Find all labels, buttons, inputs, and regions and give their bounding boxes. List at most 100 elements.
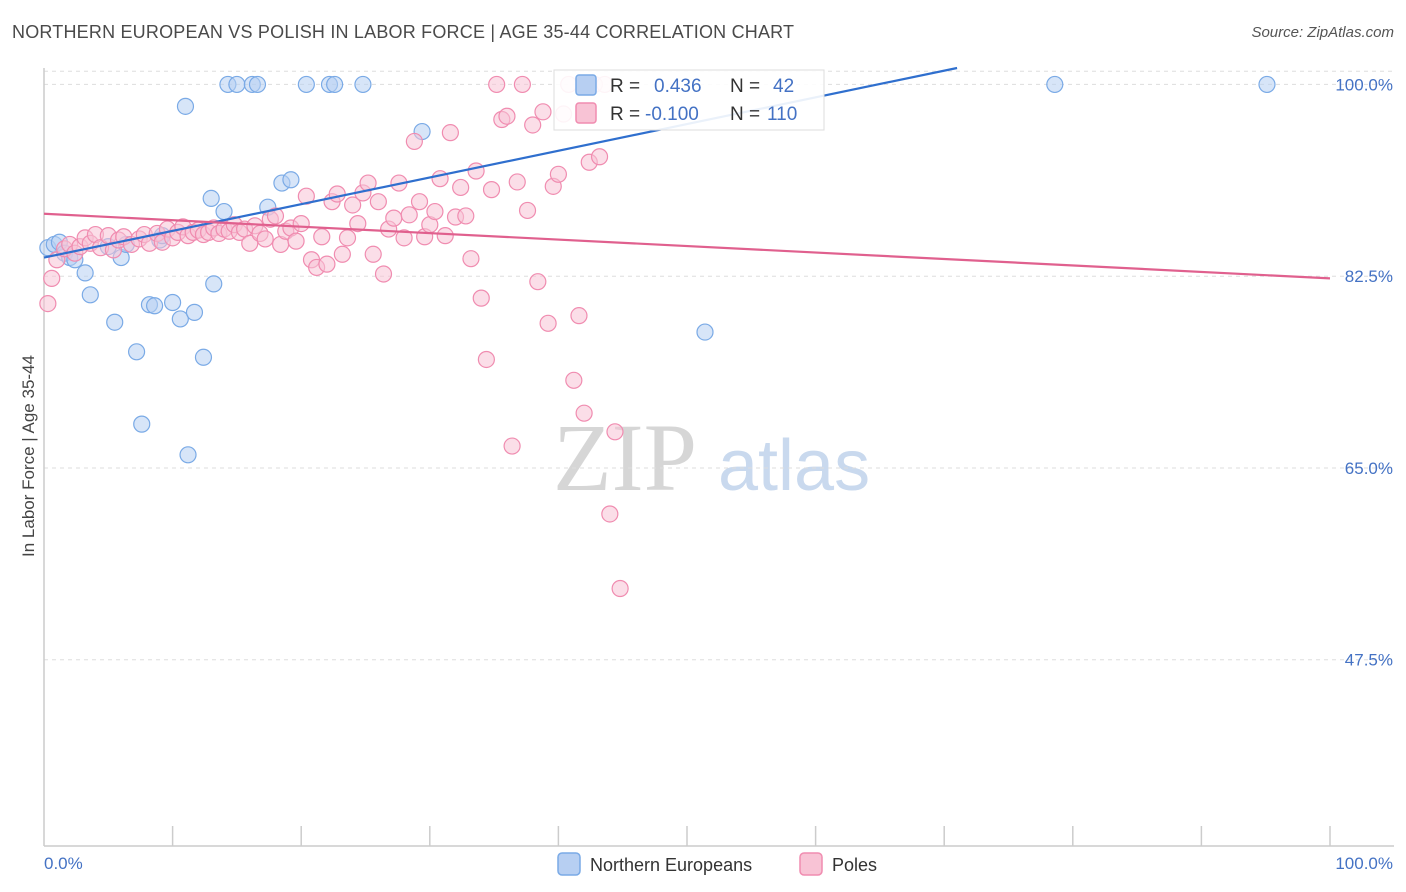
stats-n-label-2: N =	[730, 104, 760, 125]
northern-europeans-point	[1258, 75, 1276, 94]
poles-point	[482, 181, 501, 199]
poles-point	[338, 229, 357, 247]
poles-point	[436, 227, 454, 245]
stats-box-frame	[553, 69, 825, 131]
northern-europeans-point	[205, 275, 223, 293]
poles-point	[518, 201, 537, 220]
northern-europeans-point	[179, 446, 197, 464]
watermark-atlas: atlas	[718, 426, 870, 506]
stats-box: R = 0.436 N = 42 R = -0.100 N = 110	[553, 69, 825, 131]
poles-point	[488, 75, 506, 94]
y-axis-title: In Labor Force | Age 35-44	[19, 355, 38, 557]
northern-europeans-point	[176, 97, 195, 115]
poles-point	[477, 350, 495, 369]
northern-europeans-point	[1046, 75, 1064, 94]
trend-line-poles	[43, 212, 1331, 280]
stats-n-value-1: 42	[773, 76, 794, 97]
poles-point	[575, 404, 593, 422]
stats-swatch-poles	[575, 102, 597, 124]
poles-point	[344, 196, 362, 214]
x-tick-label-min: 0.0%	[44, 854, 83, 873]
poles-point	[457, 207, 475, 225]
grid	[44, 70, 1394, 661]
poles-point	[524, 116, 542, 134]
poles-point	[287, 232, 305, 250]
poles-point	[400, 206, 418, 224]
poles-point	[374, 265, 393, 283]
poles-point	[549, 165, 568, 183]
legend-swatch-poles	[799, 852, 823, 876]
northern-europeans-point	[76, 264, 94, 282]
y-tick-label: 100.0%	[1335, 75, 1393, 94]
poles-point	[328, 185, 346, 203]
poles-point	[43, 269, 61, 287]
northern-europeans-point	[145, 297, 164, 315]
poles-point	[462, 250, 480, 268]
northern-europeans-point	[228, 75, 246, 94]
y-tick-label: 65.0%	[1345, 459, 1393, 478]
poles-point	[472, 289, 490, 307]
poles-point	[503, 437, 521, 455]
stats-swatch-northern-europeans	[575, 74, 597, 96]
poles-point	[529, 273, 547, 291]
poles-point	[369, 193, 387, 211]
northern-europeans-point	[326, 75, 344, 94]
poles-point	[534, 103, 552, 121]
northern-europeans-point	[248, 75, 267, 94]
poles-point	[39, 294, 57, 313]
poles-point	[452, 178, 470, 197]
legend-swatch-northern-europeans	[557, 852, 581, 876]
poles-point	[539, 314, 557, 332]
poles-point	[395, 229, 413, 247]
northern-europeans-point	[171, 310, 189, 328]
source-credit: Source: ZipAtlas.com	[1251, 24, 1394, 41]
y-tick-label: 82.5%	[1345, 267, 1393, 286]
northern-europeans-point	[133, 415, 151, 433]
poles-point	[606, 423, 624, 441]
axes	[43, 68, 1394, 847]
northern-europeans-point	[354, 75, 372, 94]
legend-label-poles: Poles	[832, 855, 877, 875]
northern-europeans-point	[282, 171, 300, 189]
poles-point	[349, 215, 367, 233]
series-poles	[39, 75, 629, 598]
poles-point	[318, 255, 336, 273]
northern-europeans-point	[185, 303, 204, 321]
poles-point	[426, 202, 444, 221]
poles-point	[513, 75, 531, 94]
series-northern-europeans	[39, 75, 1276, 464]
poles-point	[570, 307, 588, 325]
stats-n-label-1: N =	[730, 76, 760, 97]
poles-point	[405, 132, 423, 151]
poles-point	[601, 505, 619, 523]
poles-point	[333, 245, 351, 263]
x-tick-label-max: 100.0%	[1335, 854, 1393, 873]
poles-point	[266, 207, 285, 225]
stats-r-label-1: R =	[610, 76, 640, 97]
northern-europeans-point	[81, 286, 99, 304]
watermark-zip: ZIP	[553, 404, 697, 511]
poles-point	[565, 371, 583, 389]
poles-point	[256, 230, 274, 248]
stats-n-value-2: 110	[767, 104, 797, 125]
chart-title: NORTHERN EUROPEAN VS POLISH IN LABOR FOR…	[12, 22, 795, 42]
northern-europeans-point	[202, 189, 220, 207]
northern-europeans-point	[164, 293, 182, 312]
poles-point	[385, 209, 403, 227]
x-ticks	[171, 826, 1331, 846]
poles-point	[611, 579, 629, 598]
stats-r-label-2: R =	[610, 104, 640, 125]
watermark: ZIP atlas	[553, 404, 870, 511]
northern-europeans-point	[106, 313, 124, 331]
y-tick-labels: 100.0% 82.5% 65.0% 47.5%	[1335, 75, 1393, 669]
northern-europeans-point	[696, 323, 714, 341]
stats-r-value-1: 0.436	[654, 76, 702, 97]
northern-europeans-point	[194, 348, 213, 366]
poles-point	[467, 162, 485, 180]
poles-point	[364, 245, 382, 263]
poles-point	[441, 124, 459, 142]
poles-point	[410, 193, 429, 211]
northern-europeans-point	[297, 75, 315, 94]
y-tick-label: 47.5%	[1345, 651, 1393, 670]
